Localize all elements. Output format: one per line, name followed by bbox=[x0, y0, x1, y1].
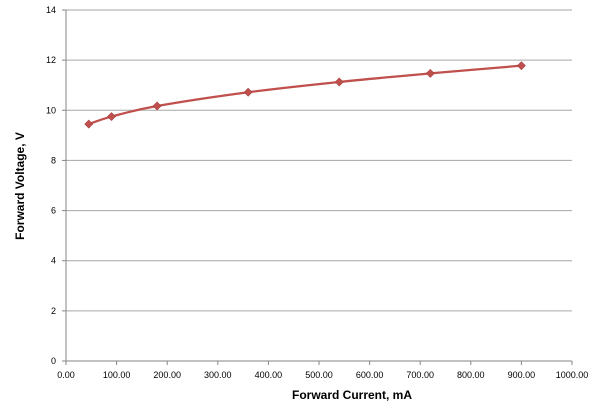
x-tick-label: 600.00 bbox=[356, 370, 384, 380]
y-tick-label: 2 bbox=[51, 306, 56, 316]
y-tick-label: 8 bbox=[51, 155, 56, 165]
y-tick-label: 14 bbox=[46, 5, 56, 15]
y-tick-label: 4 bbox=[51, 256, 56, 266]
x-tick-label: 900.00 bbox=[508, 370, 536, 380]
y-tick-label: 12 bbox=[46, 55, 56, 65]
y-axis-title: Forward Voltage, V bbox=[13, 132, 27, 240]
x-tick-label: 1000.00 bbox=[556, 370, 589, 380]
x-tick-label: 700.00 bbox=[406, 370, 434, 380]
x-tick-label: 400.00 bbox=[255, 370, 283, 380]
y-tick-label: 10 bbox=[46, 105, 56, 115]
y-tick-label: 0 bbox=[51, 356, 56, 366]
x-tick-label: 200.00 bbox=[153, 370, 181, 380]
x-tick-label: 300.00 bbox=[204, 370, 232, 380]
x-tick-label: 500.00 bbox=[305, 370, 333, 380]
x-tick-label: 0.00 bbox=[57, 370, 75, 380]
x-tick-label: 100.00 bbox=[103, 370, 131, 380]
x-axis-title: Forward Current, mA bbox=[292, 388, 412, 402]
y-tick-label: 6 bbox=[51, 206, 56, 216]
x-tick-label: 800.00 bbox=[457, 370, 485, 380]
